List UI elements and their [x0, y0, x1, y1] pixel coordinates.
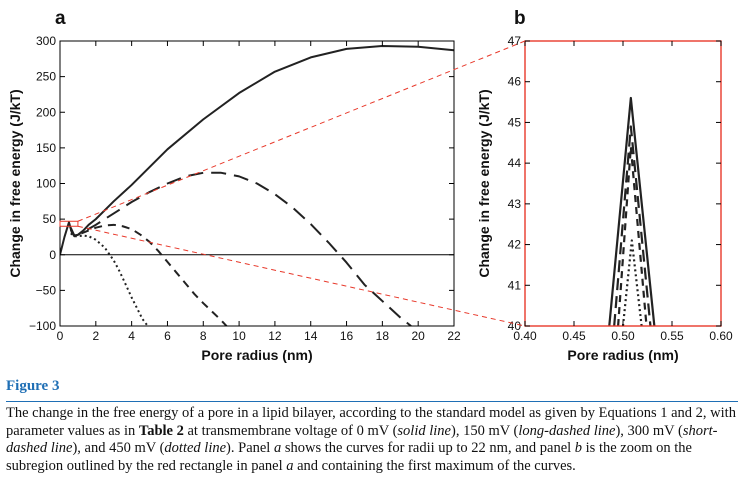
- figure-label: Figure 3: [6, 378, 60, 394]
- series-group: [608, 96, 656, 326]
- y-tick-label: 47: [508, 34, 522, 48]
- caption-text-2: at transmembrane voltage of 0 mV (: [183, 422, 398, 439]
- x-axis-title: Pore radius (nm): [201, 347, 312, 363]
- y-tick-label: 200: [36, 105, 56, 119]
- caption-rule: [6, 401, 738, 402]
- y-tick-label: 46: [508, 75, 522, 89]
- zoom-connector-bottom: [77, 225, 526, 327]
- zoom-connector-top: [77, 40, 526, 222]
- x-tick-label: 0.40: [513, 329, 537, 343]
- x-tick-label: 0.60: [709, 329, 733, 343]
- y-tick-label: 100: [36, 177, 56, 191]
- y-axis-title: Change in free energy (J/kT): [7, 89, 23, 277]
- x-tick-label: 14: [304, 329, 318, 343]
- y-tick-label: 41: [508, 278, 522, 292]
- y-tick-label: 300: [36, 34, 56, 48]
- y-tick-label: 45: [508, 115, 522, 129]
- panel-letter: a: [55, 8, 66, 29]
- y-tick-label: −50: [36, 283, 57, 297]
- panel-b: 0.40 0.45 0.50 0.55 0.60 40 41 42 43 44 45 46 47 Pore…: [476, 8, 733, 363]
- x-tick-label: 16: [340, 329, 354, 343]
- y-tick-label: 150: [36, 141, 56, 155]
- table-reference: Table 2: [138, 422, 184, 439]
- panel-a: 0 2 4 6 8 10 12 14 16 18 20 22 −100 −50 0 50 100 150 200 25…: [7, 8, 461, 363]
- panel-a-ref-2: a: [286, 457, 294, 474]
- figure-3: 0 2 4 6 8 10 12 14 16 18 20 22−100−5005010015020025…: [7, 8, 733, 363]
- x-tick-label: 0.50: [611, 329, 635, 343]
- zoom-connector-lines: [59, 40, 526, 327]
- figure-caption: Figure 3 The change in the free energy o…: [6, 378, 738, 475]
- panel-a-ref: a: [273, 440, 282, 456]
- caption-text: The change in the free energy of a pore …: [6, 405, 738, 475]
- caption-text-6: ). Panel: [226, 440, 274, 456]
- caption-text-7: shows the curves for radii up to 22 nm, …: [281, 440, 575, 456]
- x-tick-label: 8: [200, 329, 207, 343]
- y-tick-label: 50: [43, 212, 57, 226]
- x-tick-label: 22: [447, 329, 461, 343]
- y-tick-label: 44: [508, 156, 522, 170]
- caption-text-1: The change in the free energy of a pore …: [6, 405, 736, 439]
- caption-text-5: ), and 450 mV (: [72, 440, 165, 456]
- x-tick-label: 18: [376, 329, 390, 343]
- y-tick-label: 250: [36, 70, 56, 84]
- caption-text-3: ), 150 mV (: [450, 422, 519, 439]
- y-tick-label: 0: [49, 248, 56, 262]
- x-tick-label: 20: [412, 329, 426, 343]
- x-tick-label: 10: [232, 329, 246, 343]
- x-tick-label: 12: [268, 329, 282, 343]
- x-tick-label: 0.45: [562, 329, 586, 343]
- series-solid-line: [60, 44, 454, 255]
- x-tick-label: 6: [164, 329, 171, 343]
- series-dotted-line: [70, 232, 149, 326]
- y-axis-title: Change in free energy (J/kT): [476, 89, 492, 277]
- y-tick-label: 42: [508, 238, 522, 252]
- y-tick-label: 43: [508, 197, 522, 211]
- series-long-dashed-line: [69, 171, 412, 326]
- x-tick-label: 0.55: [660, 329, 684, 343]
- series-group: [60, 44, 454, 326]
- panel-letter: b: [514, 8, 526, 29]
- series-solid-line: [608, 96, 656, 326]
- y-tick-label: 40: [508, 319, 522, 333]
- x-tick-label: 4: [128, 329, 135, 343]
- series-short-dashed-line: [69, 223, 228, 326]
- y-tick-label: −100: [29, 319, 56, 333]
- x-tick-label: 0: [57, 329, 64, 343]
- zoom-rectangle: [59, 220, 79, 227]
- panel-b-ref: b: [574, 440, 583, 456]
- style-dotted: dotted line: [164, 440, 227, 456]
- series-dotted-line: [621, 239, 643, 326]
- style-solid: solid line: [397, 422, 451, 439]
- series-long-dashed-line: [613, 125, 652, 326]
- caption-text-9: and containing the first maximum of the …: [293, 457, 576, 474]
- x-tick-label: 2: [92, 329, 99, 343]
- style-long-dashed: long-dashed line: [518, 422, 616, 439]
- caption-text-4: ), 300 mV (: [615, 422, 683, 439]
- caption-text-8: is the zoom on the subregion outlined by…: [6, 440, 692, 474]
- style-short-dashed: short-dashed line: [6, 422, 718, 457]
- x-axis-title: Pore radius (nm): [567, 347, 678, 363]
